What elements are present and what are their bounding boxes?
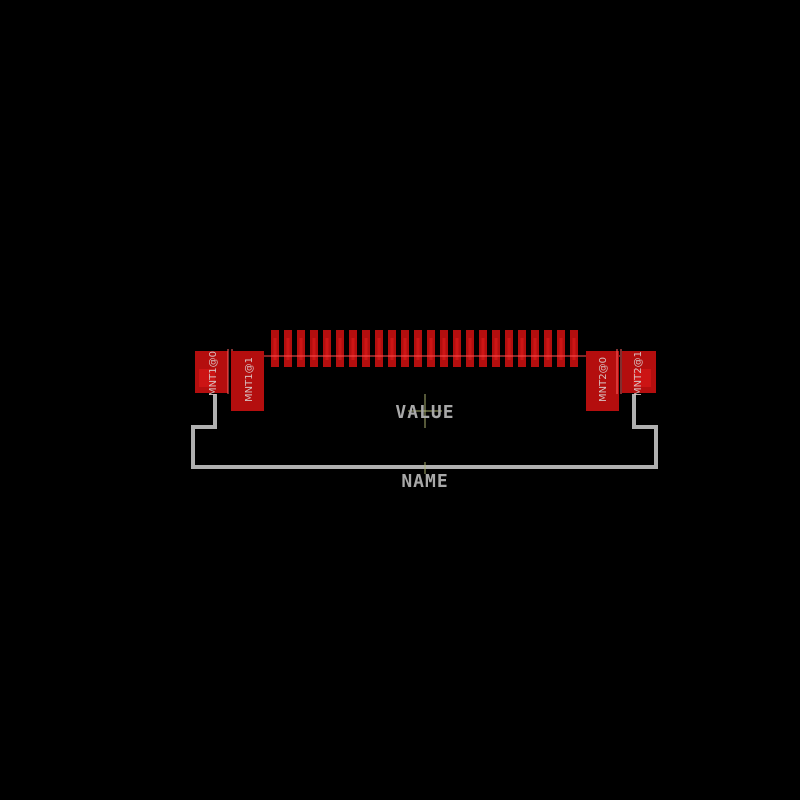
mount-pad-mnt2-0: [586, 351, 619, 411]
connector-pin: [531, 330, 539, 367]
connector-pin: [375, 330, 383, 367]
mnt2-1-label: MNT2@1: [633, 351, 644, 396]
connector-pin: [349, 330, 357, 367]
connector-pin: [323, 330, 331, 367]
connector-pin: [414, 330, 422, 367]
connector-pin: [362, 330, 370, 367]
connector-pin: [505, 330, 513, 367]
connector-pin: [271, 330, 279, 367]
connector-pin: [336, 330, 344, 367]
connector-pin: [557, 330, 565, 367]
mount-pad-mnt1-0: [195, 349, 233, 394]
value-label: VALUE: [395, 402, 454, 423]
mount-pad-mnt1-1: [231, 351, 264, 411]
connector-pin: [401, 330, 409, 367]
connector-pin: [479, 330, 487, 367]
mnt1-0-label: MNT1@0: [208, 351, 219, 396]
connector-pin: [310, 330, 318, 367]
connector-pin: [492, 330, 500, 367]
connector-pin: [570, 330, 578, 367]
mnt2-0-label: MNT2@0: [598, 357, 609, 402]
origin-cross: [408, 394, 442, 474]
connector-pin: [297, 330, 305, 367]
connector-pin: [427, 330, 435, 367]
name-label: NAME: [401, 471, 448, 492]
connector-pin: [518, 330, 526, 367]
connector-pin: [388, 330, 396, 367]
connector-pin: [440, 330, 448, 367]
pin-row: [271, 330, 578, 367]
connector-pin: [284, 330, 292, 367]
connector-pin: [466, 330, 474, 367]
mount-pad-mnt2-1: [616, 349, 656, 394]
connector-pin: [544, 330, 552, 367]
connector-pin: [453, 330, 461, 367]
mnt1-1-label: MNT1@1: [244, 357, 255, 402]
